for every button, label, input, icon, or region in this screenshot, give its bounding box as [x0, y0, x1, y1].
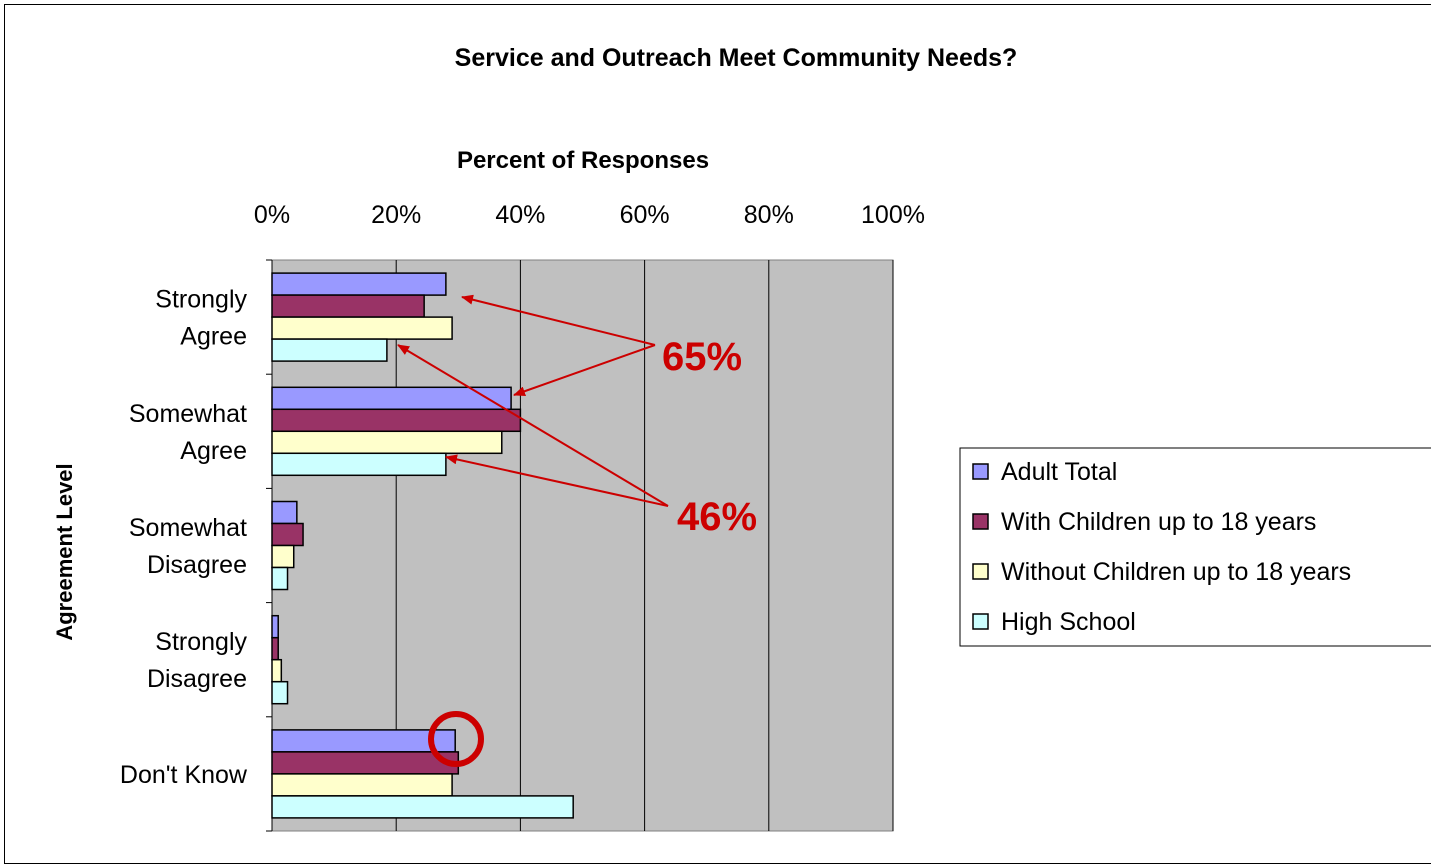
legend-swatch [972, 563, 989, 580]
bar [271, 729, 456, 753]
x-tick-label: 80% [744, 201, 794, 229]
arrow-46-somewhat-agree [445, 454, 669, 507]
legend-label: Without Children up to 18 years [1001, 558, 1351, 586]
bar [271, 795, 574, 819]
x-tick-label: 60% [620, 201, 670, 229]
x-tick-label: 40% [495, 201, 545, 229]
bar [271, 408, 522, 433]
annotation-65: 65% [662, 335, 742, 379]
x-tick-label: 100% [861, 201, 925, 229]
bar [271, 614, 279, 639]
legend-swatch [972, 463, 989, 480]
chart-title: Service and Outreach Meet Community Need… [455, 44, 1018, 72]
bar [271, 636, 279, 661]
legend-swatch [972, 613, 989, 630]
x-tick-labels: 0% 20% 40% 60% 80% 100% [254, 201, 925, 229]
annotation-46: 46% [677, 495, 757, 539]
highlight-circle [428, 711, 484, 767]
category-label: Disagree [147, 551, 247, 579]
category-labels: Strongly Agree Somewhat Agree Somewhat Disagr… [120, 286, 248, 789]
x-tick-label: 0% [254, 201, 290, 229]
x-axis-title: Percent of Responses [457, 147, 709, 174]
bars [271, 272, 574, 819]
arrow-65-strongly-agree [461, 294, 656, 346]
bar [271, 430, 503, 455]
category-label: Somewhat [129, 514, 247, 542]
legend-box [959, 447, 1431, 647]
bar [271, 751, 460, 775]
bar [271, 522, 304, 547]
category-label: Agree [180, 323, 247, 351]
bar [271, 316, 453, 340]
legend-label: With Children up to 18 years [1001, 508, 1316, 536]
bar [271, 294, 425, 318]
y-axis-title: Agreement Level [52, 463, 77, 640]
x-tick-label: 20% [371, 201, 421, 229]
category-label: Disagree [147, 665, 247, 693]
legend-label: Adult Total [1001, 458, 1117, 486]
category-label: Don't Know [120, 761, 248, 789]
legend: Adult Total With Children up to 18 years W… [959, 447, 1431, 647]
arrow-46-strongly-agree [397, 344, 669, 507]
annotations: 65% 46% [397, 294, 757, 767]
bar [271, 680, 289, 705]
legend-label: High School [1001, 608, 1136, 636]
bar [271, 566, 289, 591]
category-label: Strongly [155, 286, 247, 314]
arrow-65-somewhat-agree [513, 344, 656, 397]
bar [271, 500, 298, 525]
bar [271, 452, 447, 477]
bar [271, 773, 453, 797]
category-label: Strongly [155, 628, 247, 656]
legend-swatch [972, 513, 989, 530]
category-label: Somewhat [129, 400, 247, 428]
bar [271, 338, 388, 362]
category-label: Agree [180, 437, 247, 465]
bar [271, 272, 447, 296]
bar [271, 658, 283, 683]
bar [271, 544, 295, 569]
